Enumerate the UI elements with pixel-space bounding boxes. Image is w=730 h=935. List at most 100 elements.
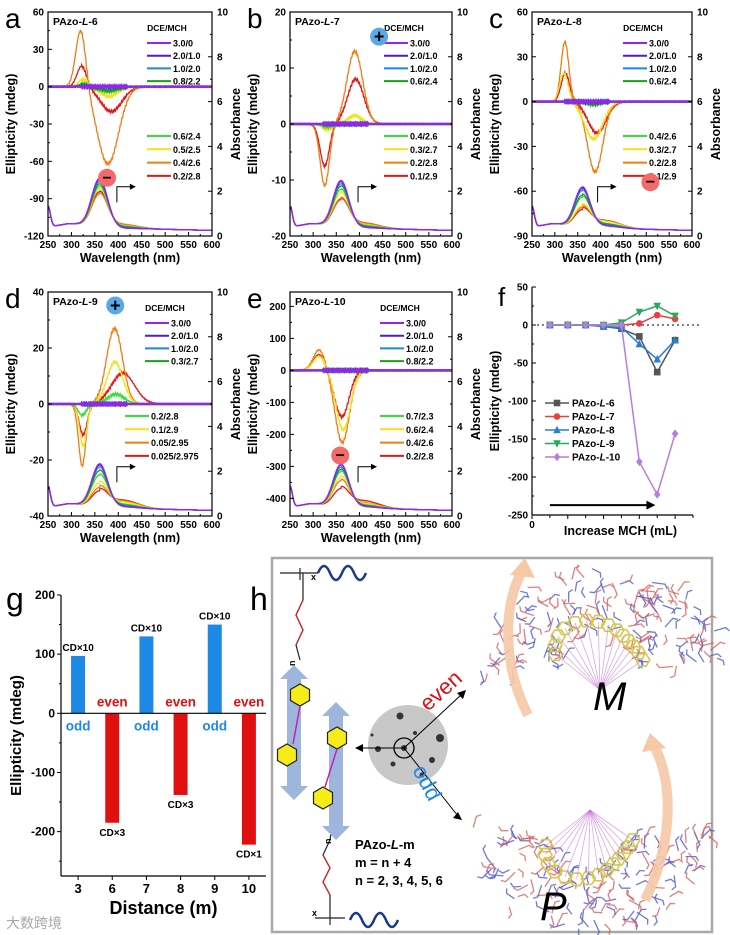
helix-strand: [554, 809, 591, 872]
legend-marker: [553, 413, 561, 420]
data-point: [636, 320, 643, 327]
side-chain-stick: [637, 899, 646, 910]
helix-strand: [599, 640, 629, 691]
minus-icon: −: [336, 448, 345, 465]
side-chain-stick: [678, 646, 686, 657]
side-chain-stick: [556, 912, 568, 927]
y-axis-label: Ellipticity (mdeg): [4, 354, 18, 455]
plot-area: [48, 325, 212, 512]
x-tick-label: 300: [305, 240, 322, 251]
side-chain-stick: [635, 630, 652, 640]
side-chain-stick: [607, 904, 618, 910]
plot-area: [532, 40, 692, 232]
side-chain-stick: [652, 615, 663, 623]
subscript-x: x: [311, 572, 316, 582]
positive-cotton-effect-badge: [370, 27, 389, 46]
parity-label: odd: [66, 718, 91, 733]
side-chain-stick: [510, 824, 517, 840]
subscript-x: x: [312, 908, 317, 918]
side-chain-stick: [662, 604, 676, 615]
polymer-name: PAzo-L-m: [355, 837, 415, 852]
helix-strand: [589, 809, 614, 865]
side-chain-stick: [511, 830, 518, 840]
y2-tick-label: 2: [217, 467, 223, 478]
side-chain-stick: [519, 606, 535, 617]
side-chain-stick: [657, 593, 664, 604]
x-tick-label: 400: [351, 520, 368, 531]
side-chain-stick: [493, 612, 502, 628]
y-tick-label: 60: [33, 8, 45, 19]
plot-area: [290, 47, 452, 232]
side-chain-stick: [700, 623, 711, 637]
legend-label: 0.05/2.95: [151, 438, 189, 448]
y-tick-label: -100: [508, 397, 528, 408]
azo-bond: [292, 705, 338, 788]
x-tick-label: 350: [87, 240, 104, 251]
y2-tick-label: 8: [697, 52, 703, 63]
y2-tick-label: 8: [457, 52, 463, 63]
arrow-head-icon: [642, 733, 666, 752]
side-chain-stick: [579, 912, 589, 928]
panel-b: -20 -10 0 10 20 0 2 4 6 8 10 250 300 350 400 450 500 550 6…: [246, 3, 483, 265]
panel-letter: h: [250, 581, 268, 617]
y-tick-label: 40: [33, 288, 45, 299]
helix-strand: [589, 809, 629, 848]
y2-tick-label: 10: [457, 288, 469, 299]
y-tick-label: -400: [266, 494, 286, 505]
bent-arrow-icon: [357, 466, 373, 483]
bent-arrow-icon: [116, 466, 131, 483]
negative-cotton-effect-badge: [641, 173, 660, 192]
helix-strand: [599, 625, 609, 691]
x-tick-label: 0: [529, 520, 535, 531]
side-chain-stick: [638, 635, 655, 643]
x-tick-label: 350: [328, 240, 345, 251]
side-chain-stick: [548, 597, 556, 609]
side-chain-stick: [680, 850, 686, 861]
x-tick-label: 250: [40, 240, 57, 251]
side-chain-stick: [605, 868, 620, 878]
legend-label: 0.4/2.6: [410, 132, 438, 142]
data-point: [635, 339, 644, 348]
x-tick-label: 600: [444, 240, 461, 251]
helix-strand: [587, 809, 591, 879]
side-chain-stick: [693, 615, 705, 629]
legend-title: DCE/MCH: [384, 23, 424, 33]
side-chain-stick: [647, 635, 653, 648]
y-tick-label: -30: [514, 142, 529, 153]
y2-tick-label: 10: [457, 8, 469, 19]
side-chain-stick: [622, 910, 635, 921]
helix-strand: [589, 809, 633, 841]
benzene-ring-icon: [289, 683, 311, 707]
arrow-head-icon: [646, 500, 656, 510]
side-chain-stick: [480, 861, 497, 870]
bar-annotation: CD×10: [199, 612, 231, 623]
y2-tick-label: 6: [457, 97, 463, 108]
tem-particle: [413, 731, 417, 735]
side-chain-stick: [630, 917, 637, 927]
y2-tick-label: 4: [217, 422, 223, 433]
y-axis-label: Ellipticity (mdeg): [8, 675, 25, 796]
series-line: [549, 324, 676, 374]
y2-tick-label: 10: [217, 288, 229, 299]
side-chain-stick: [528, 638, 536, 650]
legend-label: PAzo-L-7: [572, 412, 615, 423]
panel-title: PAzo-L-7: [295, 16, 340, 28]
x-tick-label: 550: [421, 240, 438, 251]
side-chain-stick: [691, 866, 705, 872]
data-point: [653, 311, 661, 319]
side-chain-stick: [637, 595, 654, 604]
y2-tick-label: 2: [457, 187, 463, 198]
side-chain-stick: [689, 633, 695, 652]
y2-tick-label: 6: [457, 377, 463, 388]
side-chain-stick: [643, 832, 650, 849]
bent-arrow-icon: [116, 186, 131, 203]
side-chain-stick: [651, 907, 661, 918]
x-tick-label: 500: [157, 240, 174, 251]
side-chain-stick: [599, 857, 614, 869]
ester-bond-top: [295, 599, 304, 646]
side-chain-stick: [517, 868, 524, 878]
y-tick-label: 30: [517, 52, 529, 63]
mesogen-ring: [615, 628, 632, 643]
x-tick-label: 10: [242, 881, 256, 896]
